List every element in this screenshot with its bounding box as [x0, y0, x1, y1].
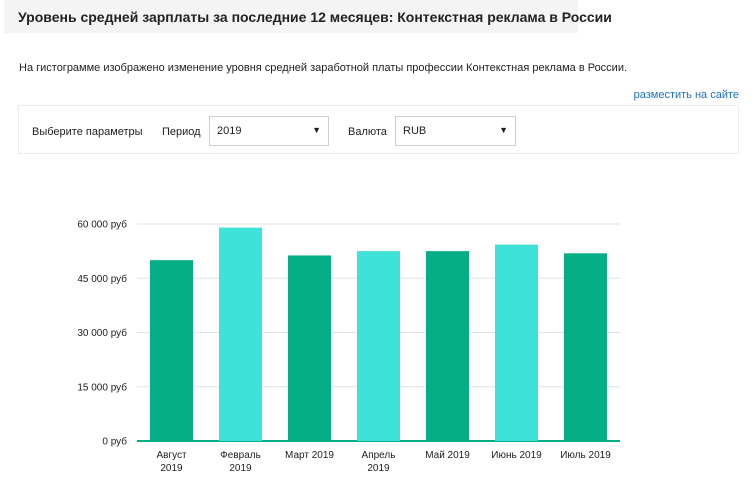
chevron-down-icon: ▼ — [499, 125, 508, 135]
chart-y-labels: 0 руб 15 000 руб 30 000 руб 45 000 руб 60 00… — [77, 219, 127, 448]
page-title: Уровень средней зарплаты за последние 12… — [18, 9, 612, 25]
parameters-panel: Выберите параметры Период 2019 ▼ Валюта … — [18, 105, 739, 154]
bar[interactable] — [357, 251, 400, 441]
bar[interactable] — [150, 260, 193, 441]
currency-select-value: RUB — [403, 125, 427, 137]
title-bar: Уровень средней зарплаты за последние 12… — [4, 0, 612, 33]
chevron-down-icon: ▼ — [312, 125, 321, 135]
bar[interactable] — [426, 251, 469, 441]
chart-description: На гистограмме изображено изменение уров… — [19, 62, 628, 74]
bar[interactable] — [495, 244, 538, 441]
chart-bars — [150, 227, 607, 441]
x-tick-label: Март 2019 — [285, 450, 334, 461]
salary-bar-chart: Август 2019 Февраль 2019 Март 2019 Апрель 2019… — [77, 219, 620, 474]
period-select[interactable]: 2019 ▼ — [209, 116, 329, 146]
y-tick-label: 30 000 руб — [77, 327, 127, 339]
y-tick-label: 45 000 руб — [77, 273, 127, 285]
x-tick-label: Май 2019 — [425, 450, 470, 461]
bar[interactable] — [288, 255, 331, 441]
x-tick-label: Апрель 2019 — [362, 450, 396, 474]
chart-x-labels: Август 2019 Февраль 2019 Март 2019 Апрель 2019… — [156, 450, 611, 474]
currency-select[interactable]: RUB ▼ — [395, 116, 516, 146]
y-tick-label: 60 000 руб — [77, 219, 127, 231]
currency-label: Валюта — [348, 126, 387, 138]
bar[interactable] — [219, 227, 262, 441]
x-tick-label: Февраль 2019 — [220, 450, 261, 474]
embed-on-site-link[interactable]: разместить на сайте — [633, 89, 739, 101]
x-tick-label: Июль 2019 — [560, 450, 611, 461]
x-tick-label: Август 2019 — [156, 450, 187, 474]
y-tick-label: 0 руб — [102, 436, 127, 448]
parameters-label: Выберите параметры — [32, 126, 143, 138]
period-select-value: 2019 — [217, 125, 242, 137]
x-tick-label: Июнь 2019 — [491, 450, 542, 461]
period-label: Период — [162, 126, 201, 138]
y-tick-label: 15 000 руб — [77, 381, 127, 393]
bar[interactable] — [564, 253, 607, 441]
